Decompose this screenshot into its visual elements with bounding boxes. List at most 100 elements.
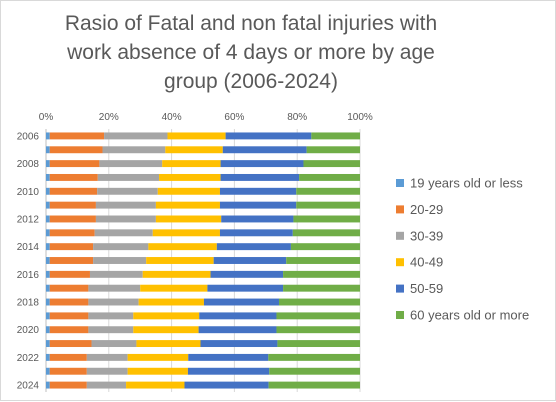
bar-segment — [49, 132, 105, 140]
bar-segment — [269, 367, 360, 375]
legend-swatch — [396, 231, 404, 240]
bar-segment — [49, 312, 89, 320]
bar-segment — [49, 173, 98, 181]
bar-segment — [268, 381, 360, 389]
bar-segment — [94, 229, 153, 237]
bar-segment — [46, 229, 50, 237]
bar-segment — [86, 381, 127, 389]
bar-segment — [46, 132, 50, 140]
bar-segment — [219, 201, 297, 209]
bar-segment — [142, 270, 211, 278]
bar-segment — [222, 146, 307, 154]
bar-segment — [286, 257, 360, 264]
bar-segment — [146, 257, 214, 264]
bar-segment — [303, 160, 360, 168]
chart-title-line-1: Rasio of Fatal and non fatal injuries wi… — [64, 12, 438, 35]
y-tick-label: 2024 — [17, 381, 40, 392]
bar-segment — [104, 132, 168, 140]
bar-segment — [155, 201, 220, 209]
y-tick-label: 2008 — [17, 159, 40, 170]
bar-segment — [278, 298, 360, 306]
bar-segment — [199, 312, 277, 320]
bar-segment — [140, 284, 208, 292]
bar-segment — [49, 160, 100, 168]
bar-segment — [49, 353, 87, 361]
bar-segment — [133, 312, 200, 320]
legend-label: 60 years old or more — [410, 308, 529, 323]
bar-segment — [167, 132, 226, 140]
bar-segment — [187, 367, 270, 375]
bar-segment — [203, 298, 279, 306]
legend-label: 20-29 — [410, 202, 443, 217]
bar-segment — [88, 298, 139, 306]
bar-segment — [306, 146, 360, 154]
bar-segment — [165, 146, 223, 154]
bar-segment — [283, 284, 360, 292]
bar-segment — [49, 229, 95, 237]
bar-segment — [219, 229, 293, 237]
bar-segment — [155, 215, 222, 223]
bar-segment — [88, 312, 134, 320]
bar-segment — [46, 201, 50, 209]
bar-segment — [127, 367, 188, 375]
y-tick-label: 2010 — [17, 187, 40, 198]
y-tick-label: 2020 — [17, 325, 40, 336]
bar-segment — [49, 201, 96, 209]
bar-segment — [136, 340, 201, 348]
y-tick-label: 2018 — [17, 298, 40, 309]
legend-swatch — [396, 311, 404, 319]
bar-segment — [290, 243, 360, 251]
legend-swatch — [396, 205, 404, 214]
legend-swatch — [396, 258, 404, 267]
y-tick-label: 2014 — [17, 242, 40, 253]
bar-segment — [46, 243, 50, 251]
bar-segment — [276, 312, 360, 320]
legend-label: 40-49 — [410, 255, 443, 270]
bar-segment — [49, 367, 87, 375]
bar-segment — [283, 270, 360, 278]
bar-segment — [213, 257, 287, 264]
bar-segment — [162, 160, 221, 168]
bar-segment — [95, 215, 156, 223]
bar-segment — [296, 187, 360, 195]
bar-segment — [46, 160, 50, 168]
bar-segment — [97, 187, 158, 195]
bar-segment — [296, 201, 360, 209]
bar-segment — [49, 187, 98, 195]
bar-segment — [127, 353, 189, 361]
bar-segment — [49, 284, 89, 292]
bar-segment — [159, 173, 221, 181]
bar-segment — [89, 270, 143, 278]
bar-segment — [49, 381, 87, 389]
bar-segment — [86, 353, 128, 361]
bar-segment — [88, 326, 134, 334]
bar-segment — [46, 215, 50, 223]
bar-segment — [93, 243, 149, 251]
legend-label: 50-59 — [410, 281, 443, 296]
bar-segment — [188, 353, 269, 361]
y-tick-label: 2006 — [17, 131, 40, 142]
y-tick-label: 2016 — [17, 270, 40, 281]
bar-segment — [93, 257, 147, 264]
bar-segment — [276, 326, 360, 334]
bar-segment — [49, 215, 96, 223]
bar-segment — [292, 229, 360, 237]
legend-swatch — [396, 284, 404, 293]
x-tick-label: 80% — [287, 112, 307, 123]
bar-segment — [220, 173, 300, 181]
bar-segment — [46, 353, 50, 361]
bar-segment — [46, 298, 50, 306]
bar-segment — [198, 326, 277, 334]
legend-label: 30-39 — [410, 228, 443, 243]
bar-segment — [225, 132, 312, 140]
bar-segment — [91, 340, 137, 348]
bar-segment — [95, 201, 156, 209]
bar-segment — [102, 146, 166, 154]
bar-segment — [46, 367, 50, 375]
bar-segment — [299, 173, 360, 181]
x-tick-label: 60% — [224, 112, 244, 123]
bar-segment — [46, 270, 50, 278]
bar-segment — [49, 340, 92, 348]
